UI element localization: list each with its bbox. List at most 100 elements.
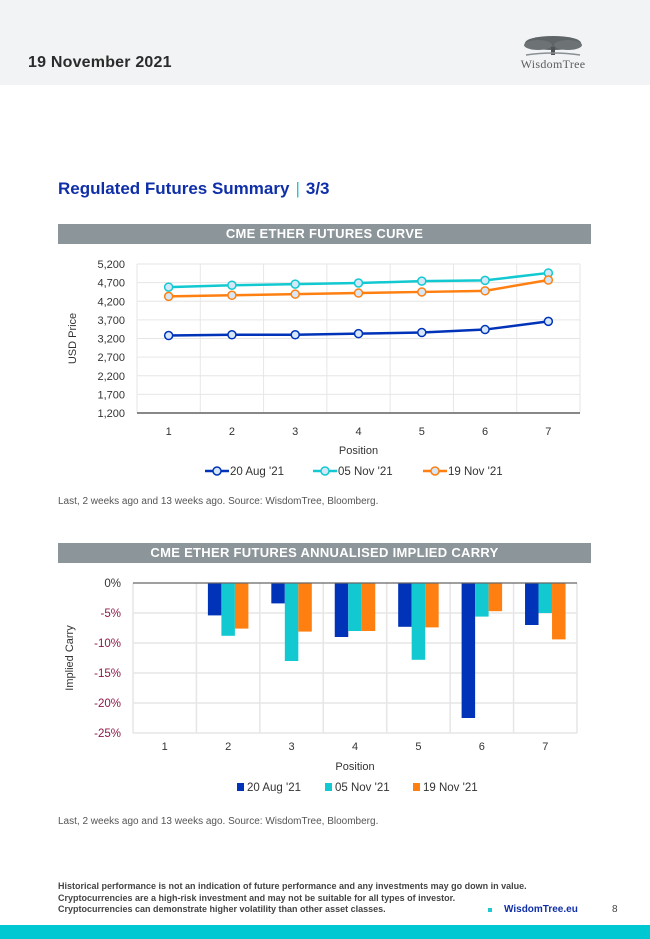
disclaimer: Historical performance is not an indicat… bbox=[58, 881, 527, 916]
bar bbox=[348, 583, 362, 631]
x-tick-label: 1 bbox=[166, 426, 172, 438]
data-point bbox=[543, 316, 554, 327]
bar bbox=[361, 583, 376, 631]
y-tick-label: -20% bbox=[94, 698, 121, 710]
data-point bbox=[163, 291, 174, 302]
x-tick-label: 1 bbox=[162, 741, 168, 753]
bar bbox=[488, 583, 503, 612]
disclaimer-line: Historical performance is not an indicat… bbox=[58, 881, 527, 891]
legend-swatch-icon bbox=[325, 783, 332, 791]
bar bbox=[525, 583, 539, 625]
y-tick-label: 0% bbox=[104, 578, 121, 590]
data-point bbox=[290, 289, 300, 299]
data-point bbox=[227, 330, 237, 340]
data-point bbox=[417, 287, 427, 297]
bar bbox=[271, 583, 285, 604]
bar bbox=[234, 583, 249, 629]
x-tick-label: 5 bbox=[419, 426, 425, 438]
page-header: 19 November 2021 WisdomTree bbox=[0, 0, 650, 85]
x-tick-label: 7 bbox=[542, 741, 548, 753]
x-tick-label: 6 bbox=[479, 741, 485, 753]
y-tick-label: -15% bbox=[94, 668, 121, 680]
x-axis-title: Position bbox=[339, 445, 378, 457]
y-tick-label: 1,700 bbox=[97, 389, 125, 401]
y-tick-label: -25% bbox=[94, 728, 121, 740]
x-tick-label: 4 bbox=[355, 426, 361, 438]
chart2-source: Last, 2 weeks ago and 13 weeks ago. Sour… bbox=[58, 816, 379, 827]
y-tick-label: 3,700 bbox=[97, 315, 125, 327]
chart1-title-banner: CME ETHER FUTURES CURVE bbox=[58, 224, 591, 244]
y-tick-label: 2,700 bbox=[97, 352, 125, 364]
bar bbox=[398, 583, 412, 627]
y-tick-label: 1,200 bbox=[97, 408, 125, 420]
footer-bar bbox=[0, 925, 650, 939]
data-point bbox=[417, 276, 427, 286]
data-point bbox=[290, 330, 300, 340]
logo-text: WisdomTree bbox=[520, 57, 586, 71]
disclaimer-line: Cryptocurrencies can demonstrate higher … bbox=[58, 904, 386, 914]
website-link[interactable]: WisdomTree.eu bbox=[504, 904, 578, 915]
data-point bbox=[480, 275, 490, 286]
chart2-title-banner: CME ETHER FUTURES ANNUALISED IMPLIED CAR… bbox=[58, 543, 591, 563]
bar bbox=[221, 583, 235, 636]
disclaimer-line: Cryptocurrencies are a high-risk investm… bbox=[58, 892, 456, 903]
y-tick-label: 4,200 bbox=[97, 296, 125, 308]
y-tick-label: 2,200 bbox=[97, 371, 125, 383]
bar bbox=[538, 583, 553, 613]
x-tick-label: 3 bbox=[289, 741, 295, 753]
page-title-page: 3/3 bbox=[305, 179, 330, 198]
legend-marker-icon bbox=[430, 466, 440, 476]
legend-label: 20 Aug '21 bbox=[230, 466, 284, 478]
page-title-main: Regulated Futures Summary bbox=[58, 179, 290, 198]
data-point bbox=[353, 278, 364, 288]
bar bbox=[425, 583, 439, 628]
legend-label: 19 Nov '21 bbox=[448, 466, 503, 478]
chart1-source: Last, 2 weeks ago and 13 weeks ago. Sour… bbox=[58, 496, 379, 507]
legend-label: 19 Nov '21 bbox=[423, 782, 478, 794]
y-tick-label: -10% bbox=[94, 638, 121, 650]
report-date: 19 November 2021 bbox=[28, 54, 172, 71]
data-point bbox=[163, 282, 174, 292]
legend-swatch-icon bbox=[413, 783, 420, 791]
data-point bbox=[227, 290, 237, 301]
legend-label: 05 Nov '21 bbox=[338, 466, 393, 478]
data-point bbox=[290, 279, 300, 289]
implied-carry-chart: 0% -5% -10% -15% -20% -25% 1 2 3 4 5 6 7 Position Impl… bbox=[64, 578, 578, 794]
y-axis-title: Implied Carry bbox=[64, 625, 76, 691]
data-point bbox=[480, 324, 490, 335]
y-tick-label: 4,700 bbox=[97, 278, 125, 290]
page-title: Regulated Futures Summary | 3/3 bbox=[58, 179, 330, 199]
y-axis-title: USD Price bbox=[67, 313, 79, 364]
wisdomtree-logo: WisdomTree bbox=[508, 33, 598, 78]
x-tick-label: 5 bbox=[415, 741, 421, 753]
title-separator: | bbox=[295, 179, 300, 198]
x-tick-label: 2 bbox=[229, 426, 235, 438]
legend-swatch-icon bbox=[237, 783, 244, 791]
bar bbox=[552, 583, 566, 640]
x-tick-label: 7 bbox=[545, 426, 551, 438]
x-axis-title: Position bbox=[335, 761, 374, 773]
bullet-icon bbox=[488, 908, 492, 912]
data-point bbox=[480, 286, 490, 296]
page-number: 8 bbox=[612, 904, 618, 915]
data-point bbox=[353, 288, 364, 298]
futures-curve-chart: 1,200 1,700 2,200 2,700 3,200 3,700 4,200 4,700… bbox=[67, 259, 581, 478]
tree-icon bbox=[524, 36, 582, 56]
legend-label: 20 Aug '21 bbox=[247, 782, 301, 794]
data-point bbox=[417, 327, 427, 338]
data-point bbox=[163, 330, 174, 341]
y-tick-label: 3,200 bbox=[97, 334, 125, 346]
x-tick-label: 2 bbox=[225, 741, 231, 753]
bar bbox=[411, 583, 426, 660]
bar bbox=[475, 583, 489, 617]
bar bbox=[461, 583, 476, 718]
bar bbox=[334, 583, 349, 637]
legend-marker-icon bbox=[320, 466, 330, 476]
y-tick-label: -5% bbox=[101, 608, 121, 620]
bar bbox=[284, 583, 299, 661]
data-point bbox=[227, 280, 237, 290]
y-tick-label: 5,200 bbox=[97, 259, 125, 271]
legend-label: 05 Nov '21 bbox=[335, 782, 390, 794]
x-tick-label: 3 bbox=[292, 426, 298, 438]
bar bbox=[207, 583, 222, 616]
